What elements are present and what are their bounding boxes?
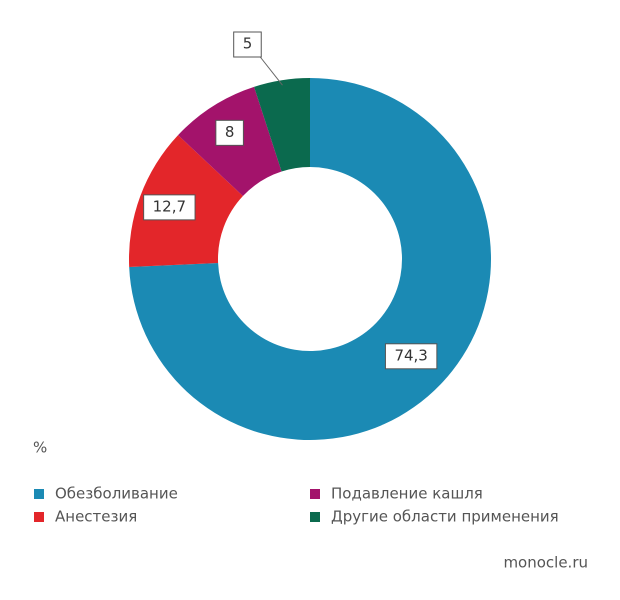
unit-label: % — [33, 439, 47, 457]
value-label-box — [384, 343, 438, 370]
source: monocle.ru — [503, 554, 588, 572]
value-label-box — [143, 194, 196, 221]
value-label-box — [215, 119, 244, 146]
legend-label: Подавление кашля — [331, 485, 483, 503]
legend-label: Обезболивание — [55, 485, 178, 503]
leader-line — [259, 55, 283, 86]
value-label: 5 — [243, 35, 253, 53]
legend-swatch — [310, 489, 320, 499]
donut-segment — [254, 78, 310, 172]
legend-swatch — [34, 489, 44, 499]
value-label-box — [233, 31, 262, 58]
legend-swatch — [34, 512, 44, 522]
legend-label: Анестезия — [55, 508, 137, 526]
legend-label: Другие области применения — [331, 508, 559, 526]
value-label: 12,7 — [153, 197, 186, 215]
value-label: 74,3 — [394, 346, 427, 364]
legend-swatch — [310, 512, 320, 522]
value-label: 8 — [225, 123, 235, 141]
